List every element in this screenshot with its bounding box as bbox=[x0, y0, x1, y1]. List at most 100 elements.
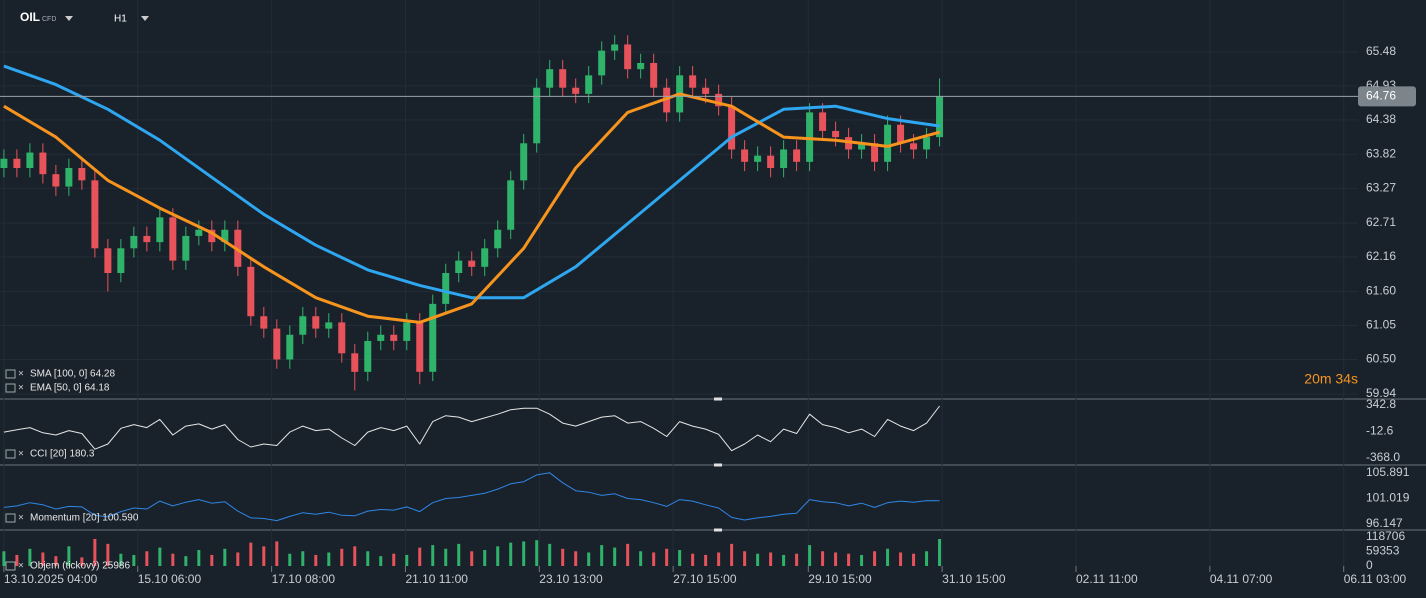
candle-body bbox=[585, 75, 593, 94]
volume-bar bbox=[925, 551, 929, 566]
legend-close[interactable]: × bbox=[18, 561, 24, 572]
volume-bar bbox=[535, 540, 539, 566]
volume-bar bbox=[236, 552, 240, 566]
candle-body bbox=[572, 87, 580, 94]
volume-bar bbox=[366, 551, 370, 566]
candle-body bbox=[273, 328, 281, 360]
volume-bar bbox=[847, 553, 851, 566]
candle-body bbox=[39, 152, 47, 175]
current-price-label: 64.76 bbox=[1366, 89, 1396, 103]
candle-body bbox=[780, 149, 788, 168]
candle-body bbox=[260, 316, 268, 329]
candle-body bbox=[130, 235, 138, 249]
volume-bar bbox=[756, 553, 760, 566]
legend-entry: Momentum [20] 100.590 bbox=[30, 513, 139, 524]
y-tick-label: 59353 bbox=[1366, 544, 1400, 558]
volume-bar bbox=[41, 552, 45, 566]
candle-body bbox=[286, 334, 294, 360]
volume-bar bbox=[184, 556, 188, 566]
volume-bar bbox=[158, 547, 162, 566]
volume-bar bbox=[314, 554, 318, 566]
candle-body bbox=[182, 235, 190, 261]
dropdown-arrow[interactable] bbox=[141, 16, 149, 21]
x-tick-label: 17.10 08:00 bbox=[272, 572, 336, 586]
volume-bar bbox=[93, 538, 97, 566]
candle-body bbox=[52, 174, 60, 187]
volume-bar bbox=[704, 554, 708, 566]
volume-bar bbox=[80, 557, 84, 566]
legend-close[interactable]: × bbox=[18, 449, 24, 460]
volume-bar bbox=[54, 556, 58, 566]
candle-body bbox=[624, 44, 632, 70]
timeframe[interactable]: H1 bbox=[114, 14, 127, 25]
candle-body bbox=[858, 143, 866, 150]
y-tick-label: 105.891 bbox=[1366, 465, 1410, 479]
volume-bar bbox=[106, 543, 110, 566]
candle-body bbox=[767, 155, 775, 168]
candle-body bbox=[741, 149, 749, 162]
candle-body bbox=[325, 322, 333, 329]
candle-body bbox=[143, 235, 151, 243]
volume-bar bbox=[665, 548, 669, 566]
volume-bar bbox=[496, 546, 500, 566]
y-tick-label: 61.05 bbox=[1366, 318, 1396, 332]
volume-bar bbox=[743, 551, 747, 566]
indicator-line bbox=[3, 92, 940, 324]
candle-body bbox=[650, 63, 658, 88]
y-tick-label: -368.0 bbox=[1366, 450, 1400, 464]
countdown: 20m 34s bbox=[1304, 371, 1358, 387]
candle-body bbox=[442, 273, 450, 304]
indicator-line bbox=[3, 472, 940, 522]
y-tick-label: 101.019 bbox=[1366, 491, 1410, 505]
volume-bar bbox=[912, 553, 916, 566]
candle-body bbox=[377, 334, 385, 341]
volume-bar bbox=[561, 548, 565, 566]
dropdown-arrow[interactable] bbox=[65, 16, 73, 21]
candle-body bbox=[637, 63, 645, 70]
x-tick-label: 21.10 11:00 bbox=[405, 572, 468, 586]
candle-body bbox=[481, 248, 489, 267]
candle-body bbox=[559, 69, 567, 88]
volume-bar bbox=[522, 541, 526, 566]
legend-close[interactable]: × bbox=[18, 369, 24, 380]
candle-body bbox=[598, 50, 606, 76]
volume-bar bbox=[275, 541, 279, 566]
indicator-line bbox=[3, 64, 940, 300]
volume-bar bbox=[210, 554, 214, 566]
candle-body bbox=[299, 316, 307, 335]
candle-body bbox=[416, 322, 424, 372]
legend-icon bbox=[5, 561, 16, 571]
candle-body bbox=[338, 322, 346, 354]
volume-bar bbox=[353, 546, 357, 566]
y-tick-label: 0 bbox=[1366, 558, 1373, 572]
volume-bar bbox=[262, 546, 266, 566]
volume-bar bbox=[509, 542, 513, 566]
legend-close[interactable]: × bbox=[18, 383, 24, 394]
volume-bar bbox=[197, 550, 201, 566]
symbol[interactable]: OIL bbox=[20, 10, 40, 24]
legend-icon bbox=[5, 449, 16, 459]
volume-bar bbox=[470, 551, 474, 566]
candle-body bbox=[754, 155, 762, 162]
volume-bar bbox=[301, 551, 305, 566]
candle-body bbox=[936, 96, 944, 138]
candle-body bbox=[871, 143, 879, 162]
candle-body bbox=[533, 87, 541, 144]
volume-bar bbox=[821, 551, 825, 566]
legend-close[interactable]: × bbox=[18, 513, 24, 524]
legend-entry: EMA [50, 0] 64.18 bbox=[30, 383, 110, 394]
candle-body bbox=[351, 353, 359, 372]
y-tick-label: 59.94 bbox=[1366, 386, 1396, 400]
candle-body bbox=[494, 229, 502, 249]
volume-bar bbox=[782, 554, 786, 566]
volume-bar bbox=[379, 556, 383, 566]
x-tick-label: 13.10.2025 04:00 bbox=[4, 572, 98, 586]
panel-resize-handle bbox=[714, 397, 722, 401]
volume-bar bbox=[145, 551, 149, 566]
y-tick-label: 63.82 bbox=[1366, 147, 1396, 161]
y-tick-label: 96.147 bbox=[1366, 516, 1403, 530]
candle-body bbox=[13, 158, 21, 168]
y-tick-label: 61.60 bbox=[1366, 284, 1396, 298]
